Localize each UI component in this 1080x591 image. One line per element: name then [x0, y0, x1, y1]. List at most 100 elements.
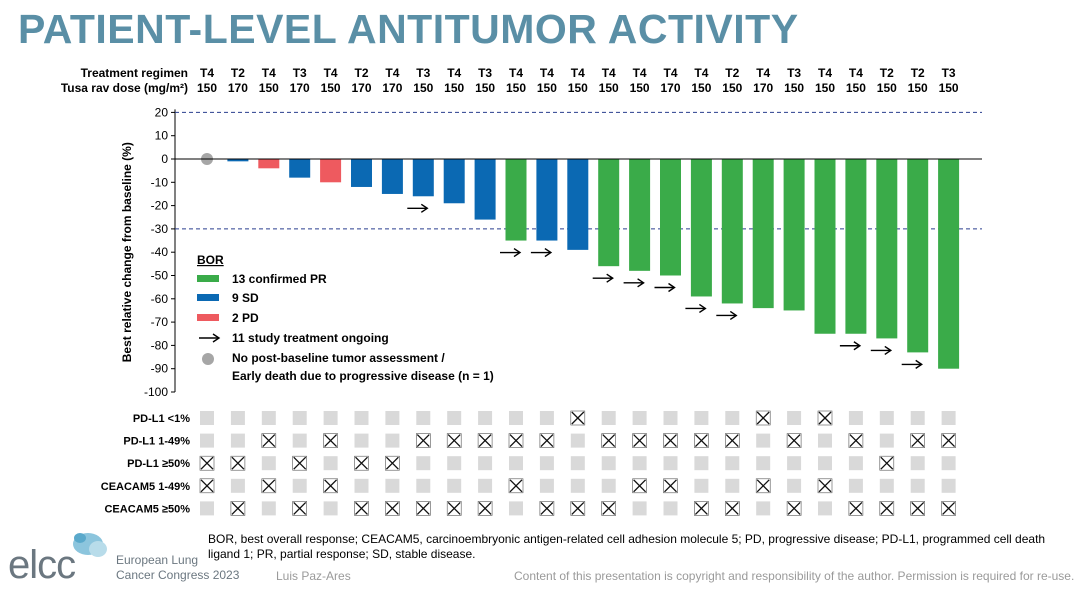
biomarker-cell	[941, 456, 956, 471]
bar	[690, 159, 712, 297]
dose-value: 150	[444, 81, 464, 95]
legend-arrow-icon	[199, 333, 221, 343]
cross-mark	[324, 479, 338, 493]
cross-mark	[725, 501, 739, 515]
bar	[505, 159, 527, 241]
arrow-head	[884, 345, 893, 355]
copyright-notice: Content of this presentation is copyrigh…	[514, 569, 1075, 583]
biomarker-cell	[478, 411, 493, 425]
dose-value: 170	[228, 81, 248, 95]
arrow-head	[668, 282, 676, 293]
biomarker-cell	[941, 411, 956, 425]
arrow-head	[513, 247, 522, 258]
cross-mark	[818, 479, 832, 493]
bar	[814, 159, 836, 334]
arrow-head	[606, 273, 614, 283]
biomarker-cell	[601, 478, 616, 493]
y-tick-label: -50	[151, 269, 169, 283]
ongoing-arrow-icon	[654, 282, 676, 293]
cross-mark	[540, 501, 554, 515]
bar	[598, 159, 620, 267]
regimen-label: T4	[262, 66, 276, 80]
y-tick-label: 0	[161, 152, 168, 166]
bar	[938, 159, 960, 369]
legend-label: Early death due to progressive disease (…	[232, 369, 494, 383]
cross-mark	[602, 501, 616, 515]
ongoing-arrow-icon	[685, 303, 707, 314]
cross-mark	[664, 479, 677, 493]
dose-value: 150	[568, 81, 588, 95]
cross-mark	[509, 434, 523, 448]
biomarker-cell	[292, 433, 307, 448]
cross-mark	[200, 479, 214, 493]
footnote: BOR, best overall response; CEACAM5, car…	[208, 532, 1046, 561]
dose-value: 170	[382, 81, 402, 95]
biomarker-cell	[818, 456, 832, 471]
regimen-label: T4	[200, 66, 214, 80]
biomarker-cell	[200, 433, 214, 448]
ongoing-arrow-icon	[407, 203, 429, 213]
dose-value: 150	[877, 81, 897, 95]
dose-value: 150	[846, 81, 866, 95]
cross-mark	[849, 434, 863, 448]
y-tick-label: -30	[151, 222, 169, 236]
regimen-label: T3	[293, 66, 307, 80]
cross-mark	[942, 434, 956, 448]
arrow-head	[915, 359, 923, 369]
bar	[845, 159, 867, 334]
biomarker-cell	[787, 411, 802, 425]
biomarker-cell	[447, 456, 462, 471]
arrow-head	[699, 303, 707, 314]
regimen-label: T2	[354, 66, 368, 80]
regimen-label: T3	[942, 66, 956, 80]
cross-mark	[262, 434, 276, 448]
cross-mark	[262, 479, 276, 493]
regimen-label: T4	[447, 66, 461, 80]
bar	[752, 159, 774, 309]
author: Luis Paz-Ares	[276, 569, 351, 583]
biomarker-cell	[787, 456, 802, 471]
y-tick-label: -40	[151, 245, 169, 259]
ongoing-arrow-icon	[623, 278, 645, 288]
cross-mark	[447, 501, 461, 515]
bar	[227, 159, 249, 162]
biomarker-cell	[694, 411, 709, 425]
biomarker-cell	[756, 456, 771, 471]
cross-mark	[447, 434, 461, 448]
legend-label: 2 PD	[232, 311, 259, 325]
biomarker-cell	[509, 456, 523, 471]
bar	[474, 159, 496, 220]
cross-mark	[571, 411, 585, 425]
biomarker-cell	[261, 501, 276, 516]
biomarker-cell	[447, 411, 462, 425]
biomarker-cell	[354, 478, 369, 493]
biomarker-cell	[848, 411, 863, 425]
biomarker-cell	[509, 501, 523, 516]
biomarker-cell	[663, 411, 678, 425]
biomarker-label: PD-L1 <1%	[133, 413, 190, 425]
dose-value: 150	[321, 81, 341, 95]
arrow-head	[853, 341, 862, 351]
y-tick-label: -10	[151, 175, 169, 189]
ongoing-arrow-icon	[500, 247, 522, 258]
y-tick-label: -80	[151, 338, 169, 352]
regimen-label: T4	[571, 66, 585, 80]
biomarker-cell	[509, 411, 523, 425]
y-axis-label: Best relative change from baseline (%)	[120, 142, 134, 362]
biomarker-cell	[663, 501, 678, 516]
y-tick-label: 20	[155, 105, 169, 119]
regimen-label: T4	[694, 66, 708, 80]
cross-mark	[633, 434, 647, 448]
y-tick-label: -90	[151, 362, 169, 376]
biomarker-cell	[385, 478, 400, 493]
slide-title: PATIENT-LEVEL ANTITUMOR ACTIVITY	[18, 6, 799, 52]
regimen-label: T2	[911, 66, 925, 80]
cross-mark	[385, 456, 399, 470]
ongoing-arrow-icon	[901, 359, 923, 369]
biomarker-label: CEACAM5 1-49%	[101, 481, 190, 493]
regimen-label: T2	[880, 66, 894, 80]
y-tick-label: -70	[151, 315, 169, 329]
biomarker-label: PD-L1 1-49%	[123, 436, 190, 448]
dose-value: 150	[599, 81, 619, 95]
legend-title: BOR	[197, 253, 224, 267]
